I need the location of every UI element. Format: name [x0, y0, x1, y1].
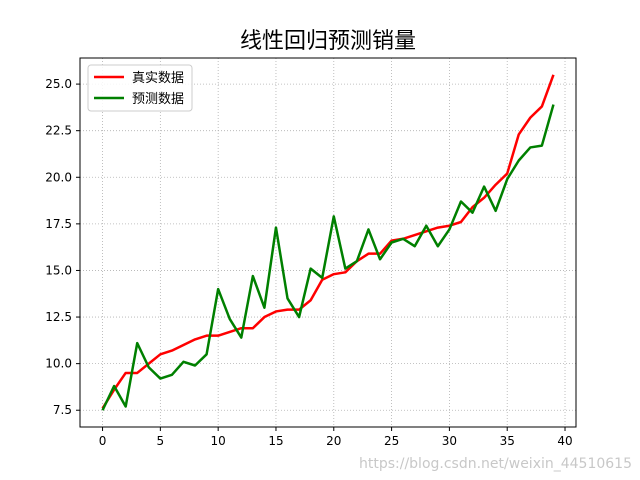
y-tick-label: 22.5 [45, 124, 72, 138]
legend-label-predicted: 预测数据 [132, 92, 184, 107]
series-lines [101, 74, 555, 411]
y-tick-label: 17.5 [45, 217, 72, 231]
y-tick-label: 20.0 [45, 170, 72, 184]
series-line-predicted [101, 104, 555, 411]
chart-title: 线性回归预测销量 [240, 29, 416, 54]
watermark: https://blog.csdn.net/weixin_44510615 [359, 456, 632, 472]
y-tick-label: 25.0 [45, 77, 72, 91]
y-tick-label: 7.5 [53, 403, 72, 417]
y-tick-label: 10.0 [45, 357, 72, 371]
legend-label-real: 真实数据 [132, 71, 184, 86]
x-tick-label: 20 [326, 434, 341, 448]
x-tick-label: 5 [157, 434, 165, 448]
y-tick-label: 15.0 [45, 263, 72, 277]
x-tick-label: 0 [99, 434, 107, 448]
legend: 真实数据 预测数据 [87, 64, 193, 112]
x-tick-label: 40 [557, 434, 572, 448]
plot-frame [79, 57, 577, 428]
x-tick-label: 15 [268, 434, 283, 448]
x-tick-label: 25 [384, 434, 399, 448]
y-tick-label: 12.5 [45, 310, 72, 324]
x-tick-label: 10 [211, 434, 226, 448]
x-tick-label: 30 [442, 434, 457, 448]
x-tick-label: 35 [500, 434, 515, 448]
x-axis: 0 5 10 15 20 25 30 35 40 [99, 427, 573, 448]
y-axis: 7.5 10.0 12.5 15.0 17.5 20.0 22.5 25.0 [45, 77, 80, 417]
